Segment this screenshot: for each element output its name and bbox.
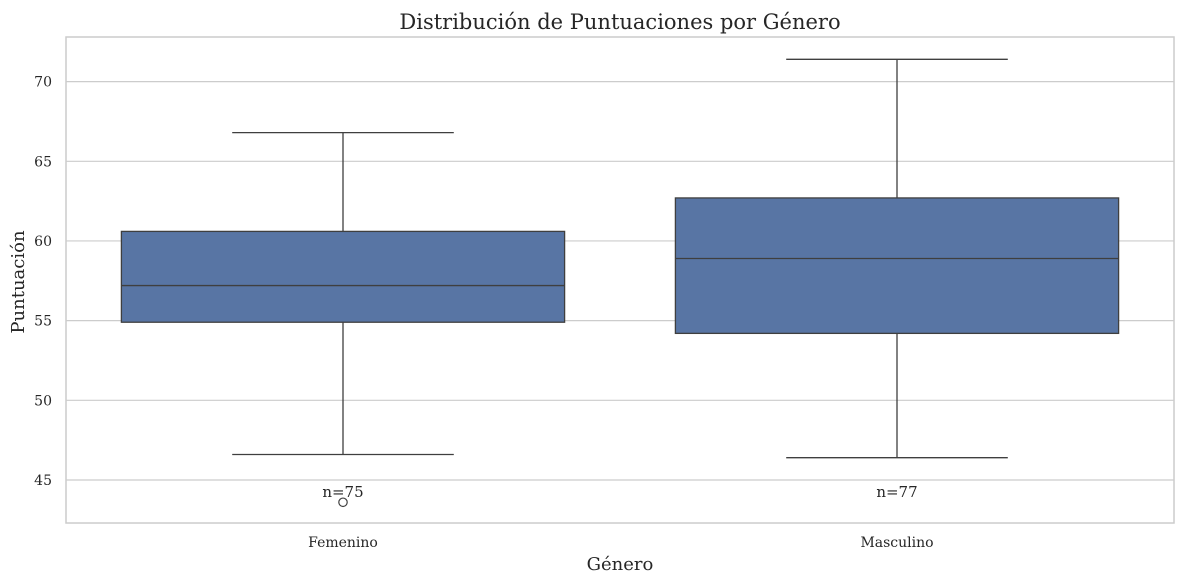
iqr-box <box>120 230 566 323</box>
x-axis-label: Género <box>587 554 654 575</box>
box-group <box>120 131 566 508</box>
chart-title: Distribución de Puntuaciones por Género <box>399 10 840 34</box>
y-tick-label: 70 <box>34 75 52 91</box>
box-group <box>674 58 1120 459</box>
plot-frame <box>65 36 1175 524</box>
x-tick-labels: Femenino Masculino <box>308 535 933 551</box>
x-tick-label: Masculino <box>860 535 933 551</box>
count-annotation: n=77 <box>876 483 917 501</box>
x-tick-label: Femenino <box>308 535 378 551</box>
y-axis-label: Puntuación <box>8 230 29 334</box>
y-tick-label: 60 <box>34 234 52 250</box>
y-tick-label: 55 <box>34 314 52 330</box>
boxes <box>120 58 1120 508</box>
outlier-point <box>338 497 348 508</box>
y-tick-labels: 45 50 55 60 65 70 <box>34 75 52 489</box>
y-tick-label: 65 <box>34 154 52 170</box>
annotations: n=75 n=77 <box>322 483 917 501</box>
count-annotation: n=75 <box>322 483 363 501</box>
y-tick-label: 45 <box>34 473 52 489</box>
y-tick-label: 50 <box>34 393 52 409</box>
iqr-box <box>674 197 1120 335</box>
